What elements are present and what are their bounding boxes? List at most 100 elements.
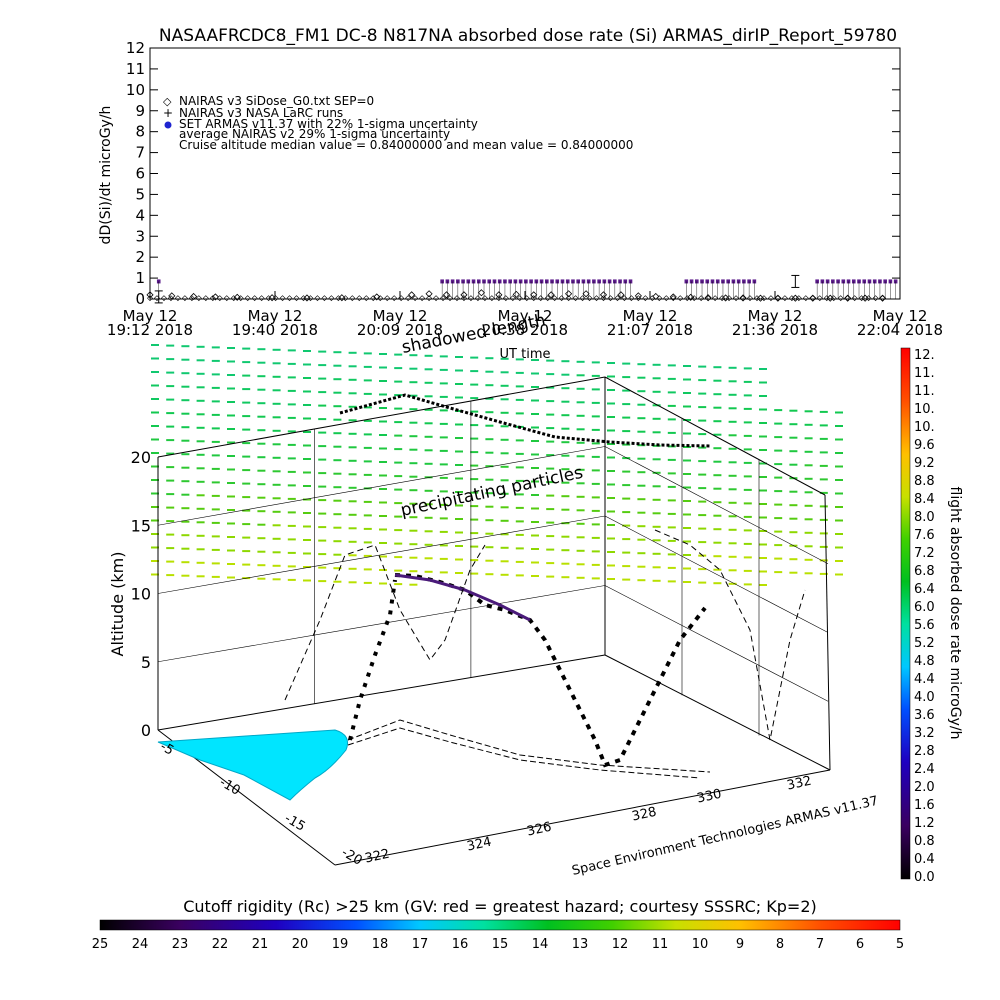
nairas-baseline-point [433,295,439,302]
nairas-baseline-point [530,295,537,302]
nairas-baseline-point [251,295,258,302]
longitude-tick-label: 324 [466,835,493,855]
right-colorbar-tick-label: 0.8 [914,834,935,849]
nairas-point [168,292,176,300]
right-colorbar-tick-label: 1.6 [914,798,935,813]
flight-track-top [339,393,711,448]
nairas-baseline-point [733,295,739,302]
nairas-baseline-point [579,295,586,302]
nairas-baseline-point [642,295,649,302]
nairas-baseline-point [614,295,621,302]
legend: ◇ NAIRAS v3 SiDose_G0.txt SEP=0 + NAIRAS… [163,94,633,152]
nairas-baseline-point [572,295,579,302]
right-colorbar-tick-label: 0.4 [914,852,935,867]
nairas-point [809,294,817,302]
bottom-colorbar-tick-label: 23 [172,937,189,952]
nairas-baseline-point [168,295,174,302]
right-colorbar-tick-label: 10. [914,420,935,435]
top-y-tick-label: 4 [135,206,145,224]
nairas-baseline-point [391,295,398,302]
nairas-baseline-point [321,295,328,302]
bottom-colorbar-tick-label: 9 [736,937,744,952]
top-x-tick-date: May 12 [873,307,928,325]
nairas-baseline-point [314,295,321,302]
nairas-baseline-point [398,295,405,302]
nairas-point [722,294,730,302]
nairas-baseline-point [195,295,202,302]
nairas-baseline-point [621,295,628,302]
nairas-point [495,291,503,299]
nairas-baseline-point [216,295,223,302]
nairas-baseline-point [335,295,342,302]
top-y-tick-label: 9 [135,102,145,120]
legend-item-0: NAIRAS v3 SiDose_G0.txt SEP=0 [179,94,374,108]
frame-edge [157,376,606,458]
gridline-back [157,585,606,663]
nairas-baseline-point [837,295,844,302]
nairas-baseline-point [698,295,705,302]
nairas-point [408,291,416,299]
nairas-point [477,289,485,297]
nairas-point [652,292,660,301]
altitude-ticks: 0 5 10 15 20 [131,448,151,740]
nairas-baseline-point [816,295,823,302]
nairas-baseline-point [258,295,265,302]
gridline-side [604,585,829,702]
nairas-baseline-point [865,295,872,302]
bottom-colorbar-gradient [99,919,901,931]
nairas-point [617,291,625,299]
altitude-tick-label: 15 [131,516,151,535]
nairas-baseline-point [488,295,495,302]
nairas-baseline-point [307,295,314,302]
nairas-baseline-point [726,295,732,302]
nairas-point [756,294,765,302]
top-y-tick-label: 11 [126,60,145,78]
nairas-baseline-point [684,295,691,302]
nairas-point [303,294,311,302]
right-colorbar-tick-label: 5.6 [914,618,935,633]
nairas-baseline-point [481,295,488,302]
nairas-baseline-point [161,295,167,302]
nairas-baseline-point [356,295,363,302]
land-region [157,729,349,801]
altitude-tick-label: 20 [131,448,151,467]
legend-item-3: average NAIRAS v2 29% 1-sigma uncertaint… [179,127,450,141]
nairas-baseline-point [405,295,412,302]
longitude-ticks: 322 324 326 328 330 332 [364,774,813,867]
nairas-baseline-point [879,295,886,302]
frame-edge [334,769,831,866]
nairas-baseline-point [537,295,544,302]
bottom-colorbar-label: Cutoff rigidity (Rc) >25 km (GV: red = g… [183,897,817,916]
nairas-point [512,290,520,298]
nairas-baseline-point [593,295,600,302]
top-y-tick-label: 2 [135,248,145,266]
top-x-tick-date: May 12 [248,307,303,325]
right-colorbar-tick-label: 7.2 [914,546,935,561]
nairas-baseline-point [600,295,607,302]
right-colorbar-tick-label: 4.4 [914,672,935,687]
nairas-point [233,293,241,301]
frame-edge [604,654,831,771]
nairas-baseline-point [551,295,558,302]
nairas-point [878,294,887,302]
nairas-baseline-point [244,295,251,302]
latitude-tick-label: -15 [282,811,308,835]
top-y-tick-label: 0 [135,290,145,308]
top-y-tick-label: 3 [135,227,145,245]
top-y-tick-label: 10 [126,81,145,99]
nairas-baseline-point [523,295,530,302]
nairas-baseline-point [747,295,753,302]
nairas-baseline-point [419,295,426,302]
nairas-point [599,291,608,299]
flight-track-armas [394,573,531,622]
nairas-baseline-point [474,295,481,302]
top-y-tick-label: 5 [135,185,145,203]
nairas-point [442,291,451,299]
chart-title: NASAAFRCDC8_FM1 DC-8 N817NA absorbed dos… [159,26,897,46]
right-colorbar-tick-label: 2.8 [914,744,935,759]
top-x-tick-date: May 12 [623,307,678,325]
bottom-colorbar-tick-label: 5 [896,937,904,952]
nairas-baseline-point [788,295,795,302]
altitude-tick-label: 5 [141,653,151,672]
